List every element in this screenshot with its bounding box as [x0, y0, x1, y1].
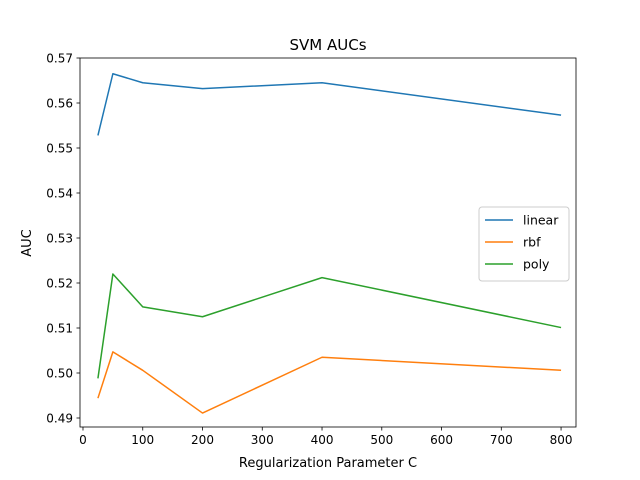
x-tick-label: 600 — [430, 433, 453, 447]
x-tick-label: 700 — [490, 433, 513, 447]
y-tick-label: 0.57 — [46, 51, 73, 65]
y-axis-label: AUC — [20, 229, 35, 257]
series-line-rbf — [97, 351, 562, 414]
axes-frame — [79, 57, 577, 428]
y-tick-label: 0.54 — [46, 186, 73, 200]
legend-box — [478, 206, 570, 282]
x-tick-label: 300 — [251, 433, 274, 447]
x-tick-label: 800 — [550, 433, 573, 447]
y-tick-label: 0.50 — [46, 366, 73, 380]
legend-label-rbf: rbf — [523, 235, 541, 250]
x-tick-label: 400 — [311, 433, 334, 447]
y-tick-label: 0.51 — [46, 321, 73, 335]
series-line-poly — [97, 273, 562, 379]
y-tick-label: 0.52 — [46, 276, 73, 290]
y-tick-label: 0.49 — [46, 411, 73, 425]
y-tick-label: 0.56 — [46, 96, 73, 110]
y-tick-label: 0.53 — [46, 231, 73, 245]
x-tick-label: 200 — [191, 433, 214, 447]
chart-title: SVM AUCs — [289, 36, 366, 54]
x-tick-label: 0 — [79, 433, 87, 447]
x-tick-label: 100 — [131, 433, 154, 447]
legend-label-poly: poly — [523, 257, 550, 272]
legend-label-linear: linear — [523, 213, 559, 228]
y-tick-label: 0.55 — [46, 141, 73, 155]
x-axis-label: Regularization Parameter C — [239, 456, 417, 471]
plot-area: 0 100 200 300 400 500 600 700 800 0.49 0.50 0.51 0.5… — [46, 51, 577, 447]
series-line-linear — [97, 73, 562, 136]
x-tick-label: 500 — [370, 433, 393, 447]
